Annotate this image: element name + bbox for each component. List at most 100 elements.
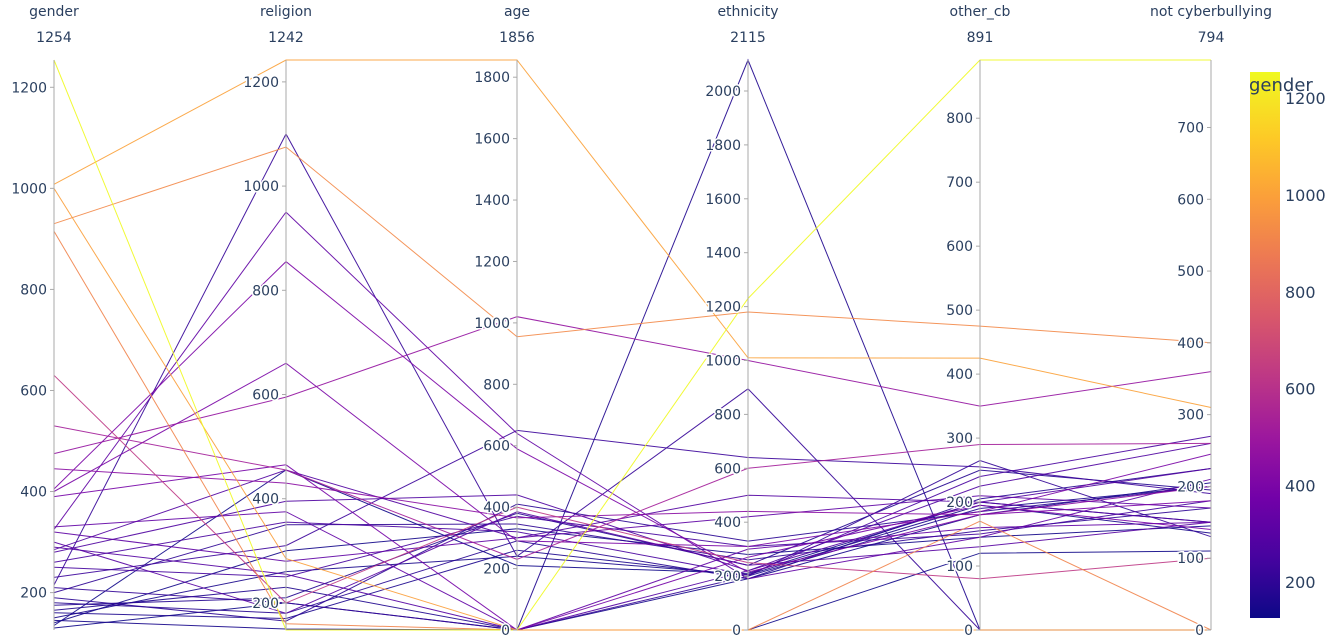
colorbar-tick-label: 400 [1285, 476, 1316, 495]
axis-tick-label: 600 [1177, 192, 1204, 208]
axis-tick-label: 0 [964, 623, 973, 636]
axis-tick-label: 0 [501, 623, 510, 636]
axis-title: ethnicity [717, 4, 778, 20]
axis-tick-label: 200 [1177, 479, 1204, 495]
axis-age[interactable]: age 1856 0 200 400 600 800 1000 1200 1400 1600 1800 [473, 4, 535, 636]
data-polyline [53, 188, 1211, 631]
axis-gender[interactable]: gender 1254 200 400 600 800 1000 1200 [10, 4, 79, 630]
data-polyline [53, 425, 1212, 560]
data-polyline [53, 501, 1212, 631]
axis-tick-label: 2000 [705, 84, 741, 100]
axis-tick-label: 1200 [11, 80, 47, 96]
data-polyline [53, 511, 1212, 631]
axis-max-value: 2115 [730, 30, 766, 46]
axis-tick-label: 800 [483, 377, 510, 393]
data-polyline [53, 468, 1212, 551]
axis-tick-label: 1600 [705, 192, 741, 208]
data-polyline [53, 459, 1212, 631]
axis-tick-label: 200 [252, 596, 279, 612]
axis-tick-label: 700 [946, 175, 973, 191]
axis-tick-label: 100 [1177, 551, 1204, 567]
axis-tick-label: 800 [20, 282, 47, 298]
axis-max-value: 891 [967, 30, 994, 46]
axis-tick-label: 400 [252, 492, 279, 508]
axis-tick-label: 800 [946, 111, 973, 127]
data-polyline [53, 507, 1212, 594]
data-polyline [53, 511, 1212, 614]
axis-max-value: 1242 [268, 30, 304, 46]
axis-tick-label: 600 [483, 439, 510, 455]
axis-tick-label: 500 [1177, 264, 1204, 280]
axis-tick-label: 200 [483, 562, 510, 578]
axis-tick-label: 200 [714, 569, 741, 585]
data-polyline [53, 500, 1212, 578]
axis-max-value: 1856 [499, 30, 535, 46]
axis-religion[interactable]: religion 1242 200 400 600 800 1000 1200 [242, 4, 312, 630]
colorbar-tick-label: 1000 [1285, 186, 1326, 205]
colorbar-tick-label: 1200 [1285, 89, 1326, 108]
data-polyline [53, 468, 1212, 614]
data-polyline [53, 485, 1212, 622]
axis-tick-label: 0 [732, 623, 741, 636]
axis-tick-label: 1200 [243, 75, 279, 91]
data-polyline [53, 260, 1212, 573]
colorbar-title: gender [1249, 75, 1313, 96]
axis-title: gender [29, 4, 79, 20]
axis-tick-label: 1200 [474, 254, 510, 270]
data-polyline [53, 59, 1212, 408]
colorbar-tick-label: 800 [1285, 283, 1316, 302]
axis-tick-label: 1600 [474, 132, 510, 148]
data-polyline [53, 442, 1212, 572]
axis-tick-label: 100 [946, 559, 973, 575]
colorbar-tick-label: 600 [1285, 380, 1316, 399]
colorbar-tick-label: 200 [1285, 573, 1316, 592]
axis-tick-label: 400 [483, 500, 510, 516]
data-polyline [53, 146, 1212, 344]
axis-tick-label: 600 [714, 461, 741, 477]
axis-tick-label: 300 [946, 431, 973, 447]
data-polyline [53, 495, 1212, 562]
data-polyline [53, 429, 1212, 578]
data-polyline [53, 374, 1212, 604]
axis-tick-label: 600 [946, 239, 973, 255]
data-polyline [53, 59, 1211, 631]
axis-tick-label: 400 [946, 367, 973, 383]
axis-tick-label: 1000 [11, 181, 47, 197]
data-polyline [53, 231, 1212, 631]
axis-tick-label: 600 [20, 383, 47, 399]
axis-tick-label: 1200 [705, 300, 741, 316]
axis-ethnicity[interactable]: ethnicity 2115 0 200 400 600 800 1000 1200 1400 16… [704, 4, 779, 636]
axis-tick-label: 300 [1177, 408, 1204, 424]
axis-tick-label: 400 [714, 515, 741, 531]
axis-tick-label: 1800 [705, 138, 741, 154]
axis-tick-label: 1000 [474, 316, 510, 332]
axes-layer: gender125420040060080010001200religion12… [10, 4, 1272, 636]
polylines-layer [53, 58, 1212, 631]
data-polyline [53, 316, 1212, 455]
axis-tick-label: 400 [20, 485, 47, 501]
data-polyline [53, 435, 1212, 576]
axis-tick-label: 400 [1177, 336, 1204, 352]
axis-not-cyberbullying[interactable]: not cyberbullying 794 0 100 200 300 400 500 600 7… [1150, 4, 1272, 636]
data-polyline [53, 464, 1212, 631]
axis-tick-label: 700 [1177, 120, 1204, 136]
axis-tick-label: 1400 [474, 193, 510, 209]
axis-tick-label: 200 [946, 495, 973, 511]
axis-tick-label: 600 [252, 387, 279, 403]
axis-title: religion [260, 4, 312, 20]
axis-tick-label: 1800 [474, 70, 510, 86]
data-polyline [53, 468, 1212, 519]
axis-title: other_cb [950, 4, 1011, 20]
data-polyline [53, 58, 1211, 631]
data-polyline [53, 211, 1212, 580]
axis-other_cb[interactable]: other_cb 891 0 100 200 300 400 500 600 700 800 [945, 4, 1011, 636]
axis-max-value: 794 [1198, 30, 1225, 46]
axis-tick-label: 1400 [705, 246, 741, 262]
axis-tick-label: 500 [946, 303, 973, 319]
axis-tick-label: 1000 [243, 179, 279, 195]
axis-tick-label: 800 [252, 283, 279, 299]
axis-tick-label: 1000 [705, 353, 741, 369]
data-polyline [53, 362, 1212, 548]
axis-title: not cyberbullying [1150, 4, 1272, 20]
